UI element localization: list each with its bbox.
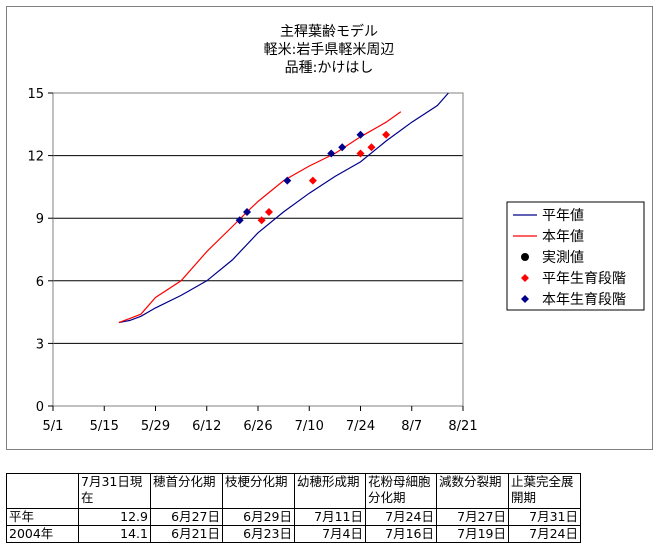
row-label: 2004年 xyxy=(6,525,79,543)
table-cell: 6月23日 xyxy=(222,525,295,543)
legend-swatch xyxy=(521,253,529,261)
table-cell: 7月27日 xyxy=(436,508,509,526)
table-cell: 7月31日 xyxy=(508,508,581,526)
x-tick-label: 6/26 xyxy=(243,419,272,434)
data-point xyxy=(243,207,252,216)
table-header-cell: 枝梗分化期 xyxy=(222,473,295,509)
table-cell: 12.9 xyxy=(78,508,151,526)
table-header-cell: 花粉母細胞分化期 xyxy=(365,473,437,509)
x-tick-label: 7/24 xyxy=(346,419,375,434)
data-point xyxy=(264,207,273,216)
plot-area xyxy=(52,92,464,407)
table-cell: 14.1 xyxy=(78,525,151,543)
legend-label: 平年生育段階 xyxy=(542,271,626,287)
chart-frame: 主稈葉齢モデル 軽米:岩手県軽米周辺 品種:かけはし 0 3 6 9 12 15 5/1 5/1… xyxy=(6,6,653,450)
chart-title-line: 軽米:岩手県軽米周辺 xyxy=(264,42,395,58)
x-tick-label: 8/7 xyxy=(401,419,422,434)
table-header-cell: 7月31日現在 xyxy=(78,473,151,509)
table-header-cell: 止葉完全展開期 xyxy=(508,473,581,509)
data-point xyxy=(283,176,292,185)
table-cell: 7月16日 xyxy=(365,525,437,543)
table-row: 平年 12.9 6月27日 6月29日 7月11日 7月24日 7月27日 7月… xyxy=(6,508,581,526)
table-header-cell xyxy=(6,473,79,509)
x-tick-label: 6/12 xyxy=(192,419,221,434)
chart-title-line: 主稈葉齢モデル xyxy=(280,23,378,40)
data-point xyxy=(235,216,244,225)
table-header-cell: 減数分裂期 xyxy=(436,473,509,509)
x-tick-label: 5/15 xyxy=(90,419,119,434)
y-axis-ticks: 0 3 6 9 12 15 xyxy=(27,87,53,415)
series-group xyxy=(118,92,449,324)
y-tick-label: 12 xyxy=(27,150,44,165)
table-cell: 7月11日 xyxy=(294,508,366,526)
table-cell: 6月29日 xyxy=(222,508,295,526)
table-cell: 6月21日 xyxy=(150,525,223,543)
x-tick-label: 8/21 xyxy=(448,419,477,434)
table-cell: 7月24日 xyxy=(508,525,581,543)
table-cell: 7月19日 xyxy=(436,525,509,543)
data-point xyxy=(257,216,266,225)
data-point xyxy=(382,130,391,139)
data-point xyxy=(356,149,365,158)
x-tick-label: 5/29 xyxy=(141,419,170,434)
y-tick-label: 6 xyxy=(36,275,44,290)
legend-label: 本年生育段階 xyxy=(542,292,626,308)
data-point xyxy=(327,149,336,158)
data-point xyxy=(356,130,365,139)
x-axis-ticks: 5/1 5/15 5/29 6/12 6/26 7/10 7/24 8/7 8/21 xyxy=(43,406,478,434)
table-header-row: 7月31日現在 穂首分化期 枝梗分化期 幼穂形成期 花粉母細胞分化期 減数分裂期… xyxy=(6,473,581,509)
data-point xyxy=(338,143,347,152)
y-tick-label: 9 xyxy=(36,212,44,227)
x-tick-label: 5/1 xyxy=(43,419,64,434)
legend-label: 実測値 xyxy=(542,250,584,266)
table-header-cell: 穂首分化期 xyxy=(150,473,223,509)
x-tick-label: 7/10 xyxy=(295,419,324,434)
table-cell: 6月27日 xyxy=(150,508,223,526)
legend-label: 平年値 xyxy=(542,208,584,224)
table-cell: 7月24日 xyxy=(365,508,437,526)
series-line xyxy=(118,111,402,324)
legend-swatch xyxy=(521,295,529,303)
series-line xyxy=(118,92,449,324)
y-tick-label: 3 xyxy=(36,337,44,352)
legend-swatch xyxy=(521,274,529,282)
legend-label: 本年値 xyxy=(542,229,584,245)
row-label: 平年 xyxy=(6,508,79,526)
y-tick-label: 0 xyxy=(36,400,44,415)
table-cell: 7月4日 xyxy=(294,525,366,543)
data-point xyxy=(308,176,317,185)
table-row: 2004年 14.1 6月21日 6月23日 7月4日 7月16日 7月19日 … xyxy=(6,525,581,543)
legend-box xyxy=(506,201,645,311)
y-tick-label: 15 xyxy=(27,87,44,102)
grid-lines xyxy=(53,92,463,344)
chart-title-line: 品種:かけはし xyxy=(285,60,374,76)
data-point xyxy=(367,143,376,152)
growth-stage-table: 7月31日現在 穂首分化期 枝梗分化期 幼穂形成期 花粉母細胞分化期 減数分裂期… xyxy=(6,473,581,543)
table-header-cell: 幼穂形成期 xyxy=(294,473,366,509)
